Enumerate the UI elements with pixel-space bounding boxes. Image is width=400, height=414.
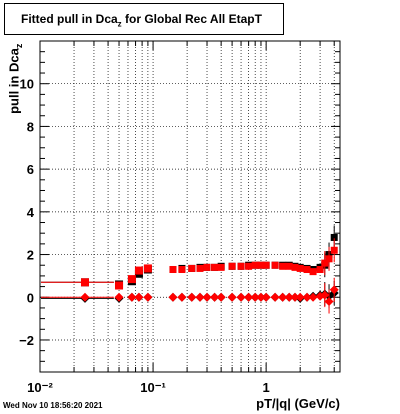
- red-square-point: [115, 281, 124, 290]
- red-square-point: [330, 246, 338, 254]
- title-main: Fitted pull in Dca: [21, 12, 118, 26]
- red-diamond-point: [134, 292, 144, 302]
- red-diamond-point: [278, 292, 288, 302]
- grid-lines: [39, 40, 340, 372]
- red-diamond-point: [127, 292, 137, 302]
- red-diamond-point: [329, 285, 339, 295]
- title-rest: for Global Rec All EtapT: [121, 12, 262, 26]
- red-square-point: [271, 261, 279, 269]
- red-diamond-point: [80, 292, 90, 302]
- timestamp: Wed Nov 10 18:56:20 2021: [3, 401, 103, 410]
- black-square-point: [330, 233, 338, 241]
- red-diamond-point: [114, 292, 124, 302]
- red-diamond-point: [320, 290, 330, 300]
- red-diamond-point: [256, 292, 266, 302]
- red-diamond-point: [177, 292, 187, 302]
- y-tick-label: 4: [27, 205, 35, 220]
- red-square-point: [228, 262, 236, 270]
- red-diamond-point: [261, 292, 271, 302]
- x-tick-label: 1: [263, 380, 270, 395]
- red-diamond-point: [295, 292, 305, 302]
- y-tick-label: 8: [27, 119, 34, 134]
- red-square-point: [291, 263, 299, 271]
- red-diamond-point: [187, 292, 197, 302]
- ylabel-main: pull in Dca: [6, 48, 22, 114]
- red-square-point: [316, 265, 324, 273]
- y-axis-label: pull in Dcaz: [6, 44, 24, 114]
- red-diamond-point: [168, 292, 178, 302]
- red-diamond-point: [143, 292, 153, 302]
- red-square-point: [257, 261, 265, 269]
- red-square-point: [203, 263, 211, 271]
- ylabel-subscript: z: [13, 43, 24, 49]
- red-diamond-point: [202, 292, 212, 302]
- red-diamond-point: [324, 297, 334, 307]
- red-square-point: [262, 261, 270, 269]
- red-square-point: [325, 255, 333, 263]
- red-square-point: [134, 266, 143, 275]
- red-square-point: [178, 265, 186, 273]
- red-diamond-point: [270, 292, 280, 302]
- red-diamond-point: [210, 292, 220, 302]
- red-diamond-point: [216, 292, 226, 302]
- red-diamond-point: [244, 292, 254, 302]
- red-diamond-point: [284, 292, 294, 302]
- y-tick-label: −2: [19, 333, 34, 348]
- x-tick-label: 10⁻¹: [140, 380, 166, 395]
- red-square-point: [251, 261, 259, 269]
- data-marks: [41, 225, 339, 314]
- red-square-point: [321, 259, 329, 267]
- red-square-point: [80, 278, 89, 287]
- red-square-point: [285, 262, 293, 270]
- red-diamond-point: [236, 292, 246, 302]
- red-square-point: [309, 268, 317, 276]
- red-diamond-point: [250, 292, 260, 302]
- red-square-point: [196, 264, 204, 272]
- red-square-point: [217, 263, 225, 271]
- x-tick-label: 10⁻²: [27, 380, 53, 395]
- red-square-point: [296, 264, 304, 272]
- tick-labels: −2 0 2 4 6 8 10 10⁻² 10⁻¹ 1: [19, 77, 270, 395]
- red-square-point: [279, 262, 287, 270]
- axis-ticks: [39, 40, 340, 372]
- chart-title: Fitted pull in Dcaz for Global Rec All E…: [21, 12, 262, 28]
- red-square-point: [127, 275, 136, 284]
- y-tick-label: 2: [27, 248, 34, 263]
- red-diamond-point: [308, 292, 318, 302]
- red-diamond-point: [302, 292, 312, 302]
- red-square-point: [237, 262, 245, 270]
- plot-frame: [39, 40, 341, 373]
- title-subscript: z: [117, 19, 122, 29]
- red-square-point: [303, 265, 311, 273]
- red-square-point: [211, 263, 219, 271]
- y-tick-label: 10: [20, 77, 34, 92]
- red-square-point: [245, 262, 253, 270]
- x-axis-label: pT/|q| (GeV/c): [256, 396, 340, 411]
- y-tick-label: 6: [27, 162, 34, 177]
- y-tick-label: 0: [27, 290, 34, 305]
- red-square-point: [188, 264, 196, 272]
- red-square-point: [169, 265, 177, 273]
- red-diamond-point: [195, 292, 205, 302]
- red-square-point: [143, 264, 152, 273]
- title-box: Fitted pull in Dcaz for Global Rec All E…: [4, 3, 284, 35]
- red-diamond-point: [290, 292, 300, 302]
- red-diamond-point: [227, 292, 237, 302]
